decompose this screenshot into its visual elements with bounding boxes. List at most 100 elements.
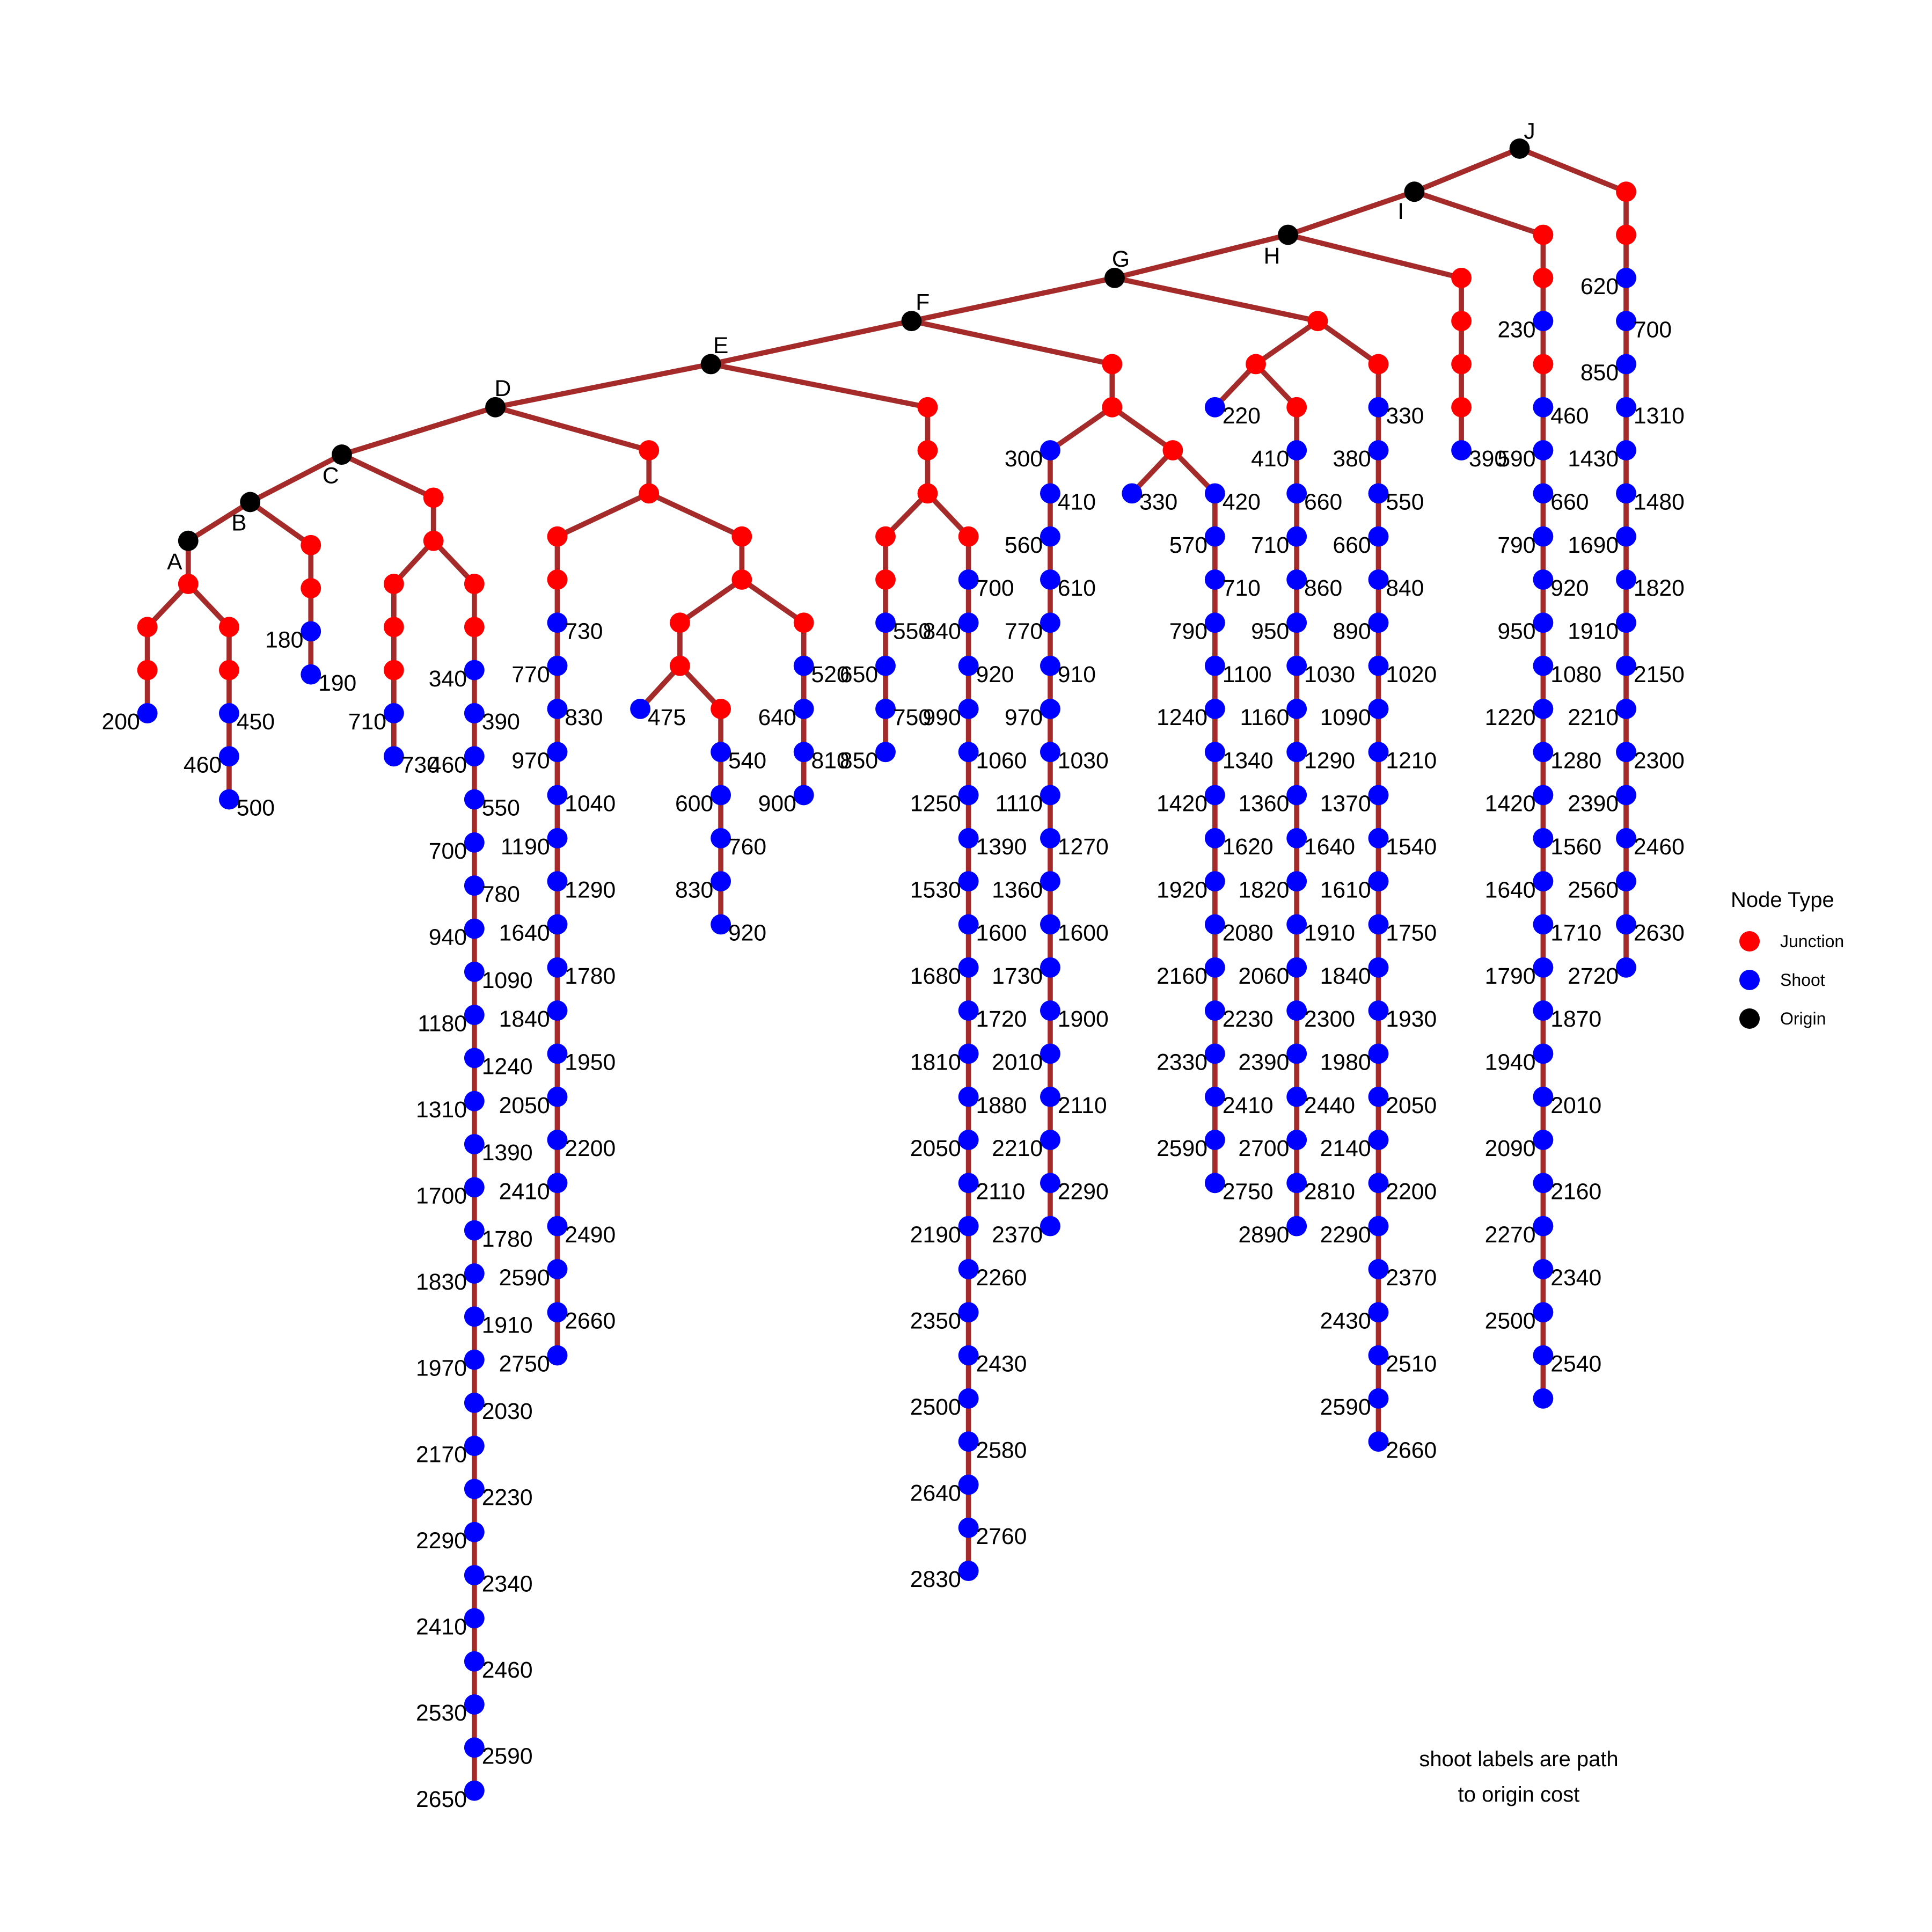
shoot-node — [1204, 397, 1225, 418]
shoot-node — [1286, 1173, 1307, 1194]
cost-label: 2110 — [1058, 1093, 1107, 1118]
shoot-node — [1040, 785, 1060, 806]
cost-label: 2720 — [1568, 963, 1619, 989]
origin-label: A — [167, 549, 182, 575]
origin-label: J — [1524, 119, 1535, 144]
shoot-node — [958, 1345, 979, 1366]
edges-layer — [144, 146, 1629, 1794]
cost-label: 2200 — [1386, 1179, 1437, 1204]
shoot-node — [1616, 914, 1636, 935]
cost-label: 2590 — [1320, 1394, 1371, 1420]
edge — [708, 361, 931, 410]
cost-label: 1820 — [1634, 575, 1685, 601]
cost-label: 710 — [1223, 575, 1261, 601]
cost-label: 1780 — [565, 963, 616, 989]
junction-node — [1102, 354, 1123, 375]
shoot-node — [547, 612, 568, 633]
shoot-node — [958, 1130, 979, 1150]
origin-label: C — [323, 463, 339, 488]
shoot-node — [547, 914, 568, 935]
shoot-node — [137, 703, 158, 723]
cost-label: 1190 — [501, 834, 550, 860]
cost-label: 2050 — [910, 1136, 961, 1161]
origin-node — [901, 311, 922, 332]
edge — [1517, 146, 1629, 195]
cost-label: 1600 — [1058, 920, 1109, 946]
shoot-node — [1533, 1388, 1554, 1409]
cost-label: 620 — [1580, 274, 1619, 299]
shoot-node — [711, 785, 731, 806]
shoot-node — [219, 746, 239, 767]
shoot-node — [547, 1345, 568, 1366]
shoot-node — [1286, 1000, 1307, 1021]
shoot-node — [1368, 1388, 1389, 1409]
cost-label: 1730 — [992, 963, 1043, 989]
cost-label: 660 — [1333, 532, 1371, 558]
cost-label: 1040 — [565, 791, 616, 817]
cost-label: 410 — [1251, 446, 1289, 472]
shoot-node — [1533, 397, 1554, 418]
shoot-node — [1616, 397, 1636, 418]
shoot-node — [1368, 699, 1389, 719]
junction-node — [1533, 224, 1554, 245]
shoot-node — [1368, 871, 1389, 892]
origin-label: B — [231, 510, 246, 536]
cost-label: 2290 — [1058, 1179, 1109, 1204]
shoot-node — [547, 655, 568, 676]
legend: Node Type Junction Shoot Origin — [1731, 888, 1892, 1038]
junction-node — [1368, 354, 1389, 375]
junction-node — [875, 569, 896, 590]
cost-label: 460 — [429, 752, 467, 778]
shoot-node — [301, 621, 321, 642]
cost-label: 560 — [1005, 532, 1043, 558]
shoot-node — [1533, 655, 1554, 676]
cost-label: 810 — [811, 748, 850, 773]
junction-node — [1616, 181, 1636, 202]
cost-label: 1270 — [1058, 834, 1109, 860]
junction-node — [423, 487, 444, 508]
shoot-node — [958, 1517, 979, 1538]
junction-node — [917, 397, 938, 418]
cost-label: 2590 — [482, 1744, 533, 1769]
shoot-node — [1533, 483, 1554, 504]
cost-label: 970 — [1005, 705, 1043, 730]
shoot-node — [1368, 914, 1389, 935]
cost-label: 1310 — [1634, 403, 1685, 429]
cost-label: 1900 — [1058, 1006, 1109, 1032]
cost-label: 2050 — [499, 1093, 550, 1118]
shoot-node — [1368, 655, 1389, 676]
junction-node — [383, 574, 404, 594]
cost-label: 1280 — [1550, 748, 1601, 773]
cost-label: 475 — [648, 705, 686, 730]
cost-label: 1100 — [1223, 662, 1272, 687]
edge — [739, 577, 807, 626]
shoot-node — [1040, 1086, 1060, 1107]
junction-node — [178, 574, 199, 594]
cost-label: 1920 — [1157, 877, 1208, 903]
shoot-node — [1533, 1345, 1554, 1366]
shoot-node — [958, 871, 979, 892]
shoot-node — [711, 871, 731, 892]
cost-label: 2890 — [1238, 1222, 1289, 1248]
cost-label: 1910 — [482, 1312, 533, 1338]
shoot-node — [464, 1436, 485, 1457]
cost-label: 1620 — [1223, 834, 1274, 860]
origin-label: H — [1264, 243, 1280, 269]
shoot-node — [219, 703, 239, 723]
shoot-node — [1616, 785, 1636, 806]
shoot-node — [547, 1173, 568, 1194]
cost-label: 2370 — [1386, 1265, 1437, 1291]
cost-label: 2160 — [1157, 963, 1208, 989]
edge — [493, 361, 714, 410]
origin-dot-icon — [1739, 1008, 1760, 1029]
cost-label: 640 — [758, 705, 796, 730]
cost-label: 1420 — [1157, 791, 1208, 817]
cost-label: 2410 — [1223, 1093, 1274, 1118]
cost-label: 2430 — [1320, 1308, 1371, 1334]
cost-label: 850 — [840, 748, 878, 773]
origin-label: F — [916, 290, 930, 316]
shoot-node — [1286, 957, 1307, 978]
shoot-node — [1040, 828, 1060, 848]
shoot-node — [383, 703, 404, 723]
